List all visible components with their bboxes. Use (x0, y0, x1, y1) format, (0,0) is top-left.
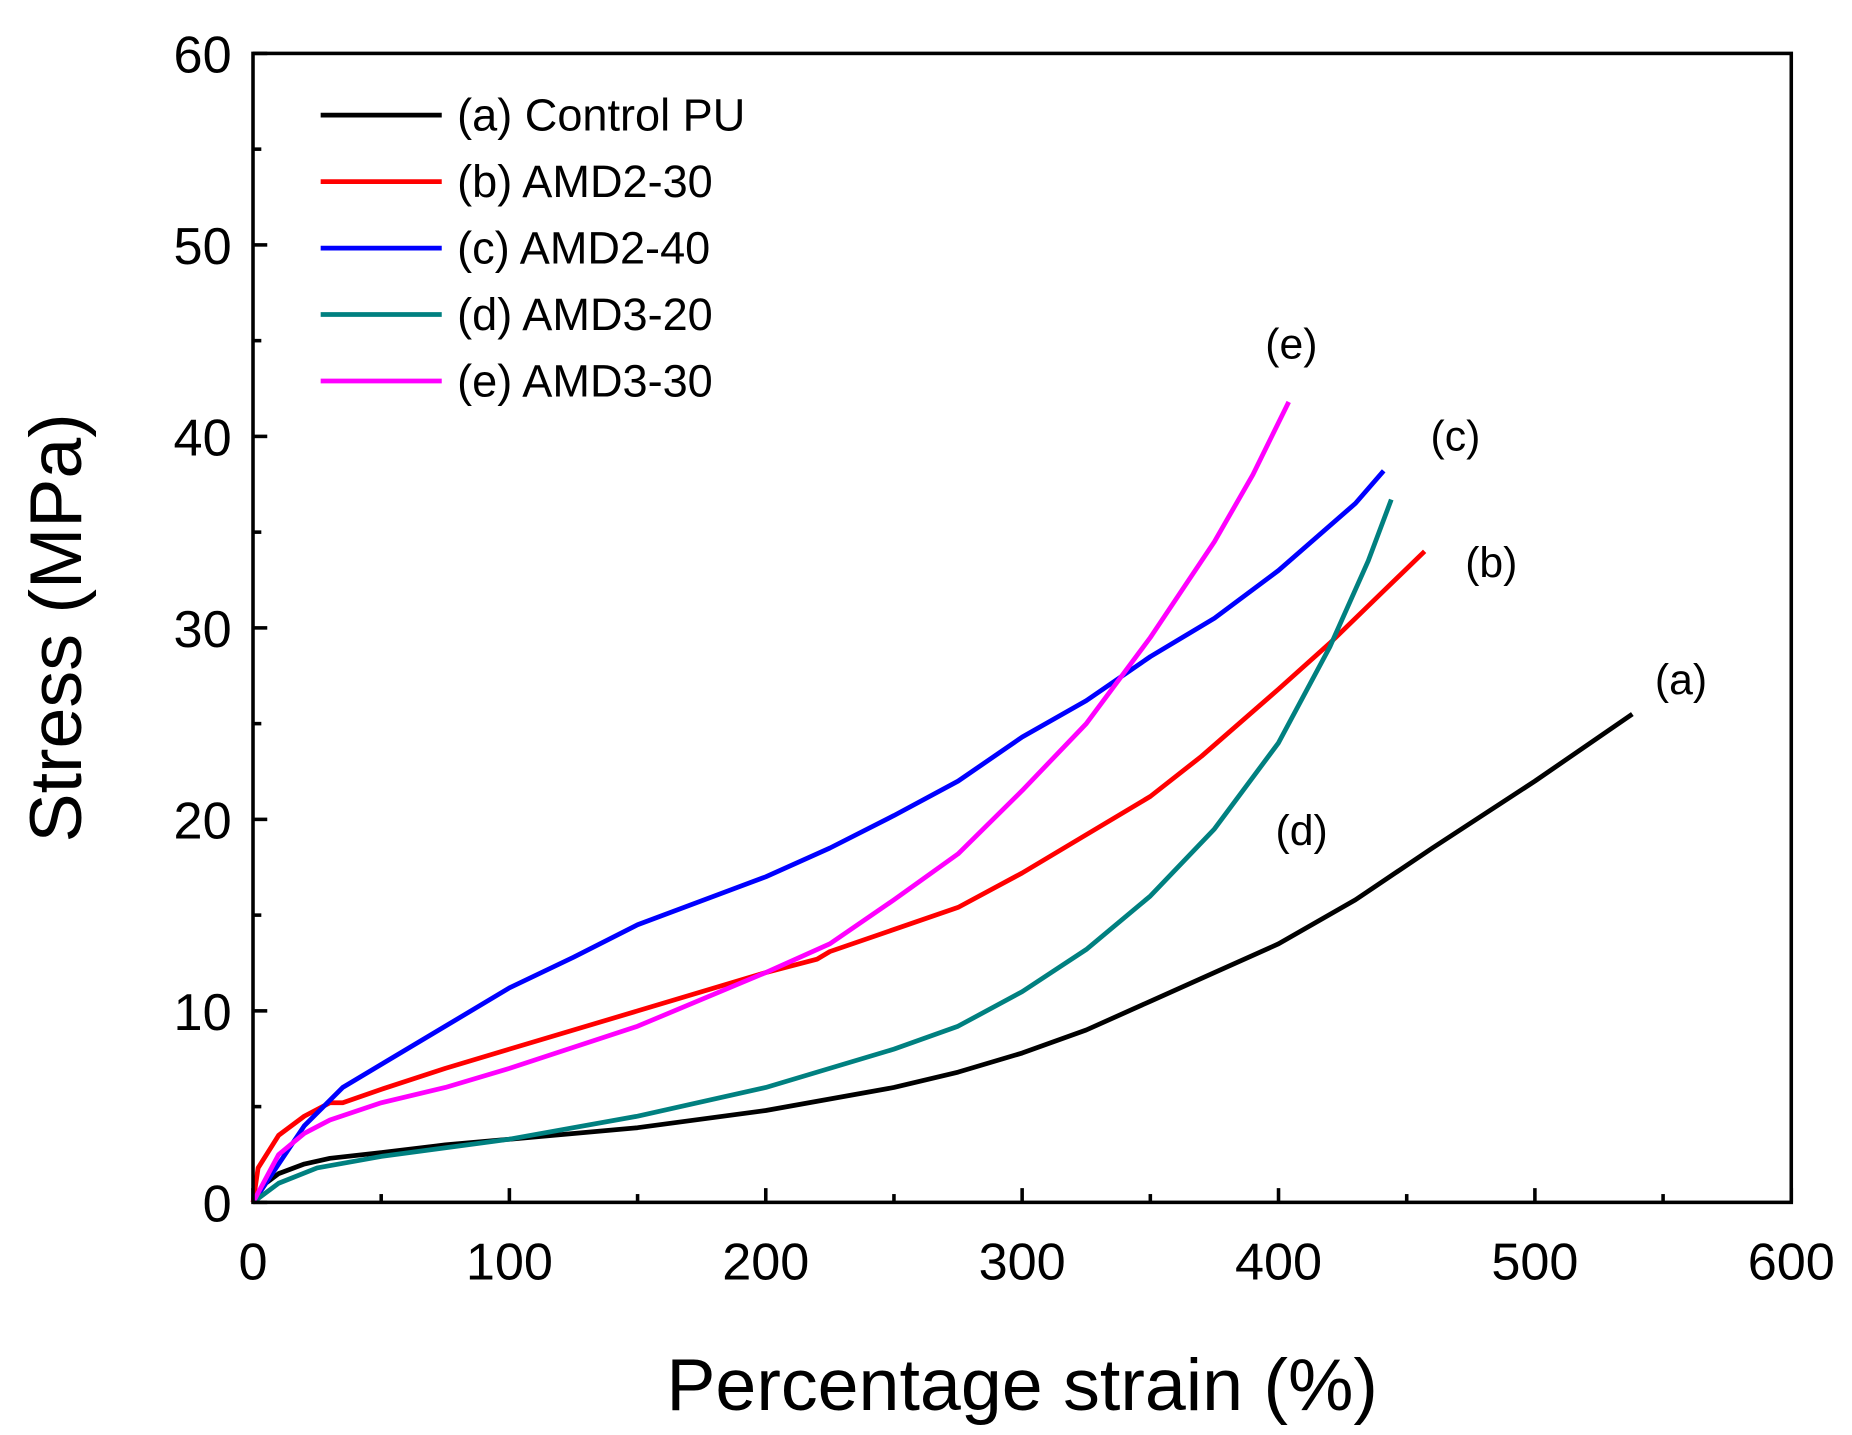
x-tick-label: 300 (979, 1234, 1066, 1292)
series-line-2 (251, 469, 1386, 1204)
curve-annotation: (b) (1465, 539, 1517, 587)
legend-label: (c) AMD2-40 (457, 222, 710, 273)
y-axis-label: Stress (MPa) (14, 413, 97, 842)
x-tick-label: 400 (1235, 1234, 1322, 1292)
x-tick-label: 500 (1491, 1234, 1578, 1292)
curve-annotation: (e) (1265, 321, 1317, 369)
series-line-1 (250, 549, 1427, 1203)
legend-label: (b) AMD2-30 (457, 156, 713, 207)
curve-annotation: (d) (1275, 807, 1327, 855)
y-tick-label: 60 (174, 26, 232, 84)
curve-annotation: (c) (1431, 413, 1481, 461)
series-line-3 (251, 498, 1394, 1205)
legend-label: (e) AMD3-30 (457, 355, 713, 406)
series-line-4 (250, 400, 1291, 1204)
y-tick-label: 0 (203, 1175, 232, 1233)
y-tick-label: 10 (174, 984, 232, 1042)
x-axis-label: Percentage strain (%) (666, 1343, 1378, 1426)
y-tick-label: 20 (174, 792, 232, 850)
x-tick-label: 100 (466, 1234, 553, 1292)
curve-annotation: (a) (1655, 656, 1707, 704)
legend-label: (a) Control PU (457, 90, 745, 141)
y-tick-label: 40 (174, 409, 232, 467)
x-tick-label: 600 (1748, 1234, 1835, 1292)
legend-label: (d) AMD3-20 (457, 289, 713, 340)
x-tick-label: 200 (722, 1234, 809, 1292)
y-tick-label: 30 (174, 601, 232, 659)
series-line-0 (251, 712, 1634, 1204)
x-tick-label: 0 (238, 1234, 267, 1292)
y-tick-label: 50 (174, 218, 232, 276)
plot-frame (251, 51, 1794, 1205)
